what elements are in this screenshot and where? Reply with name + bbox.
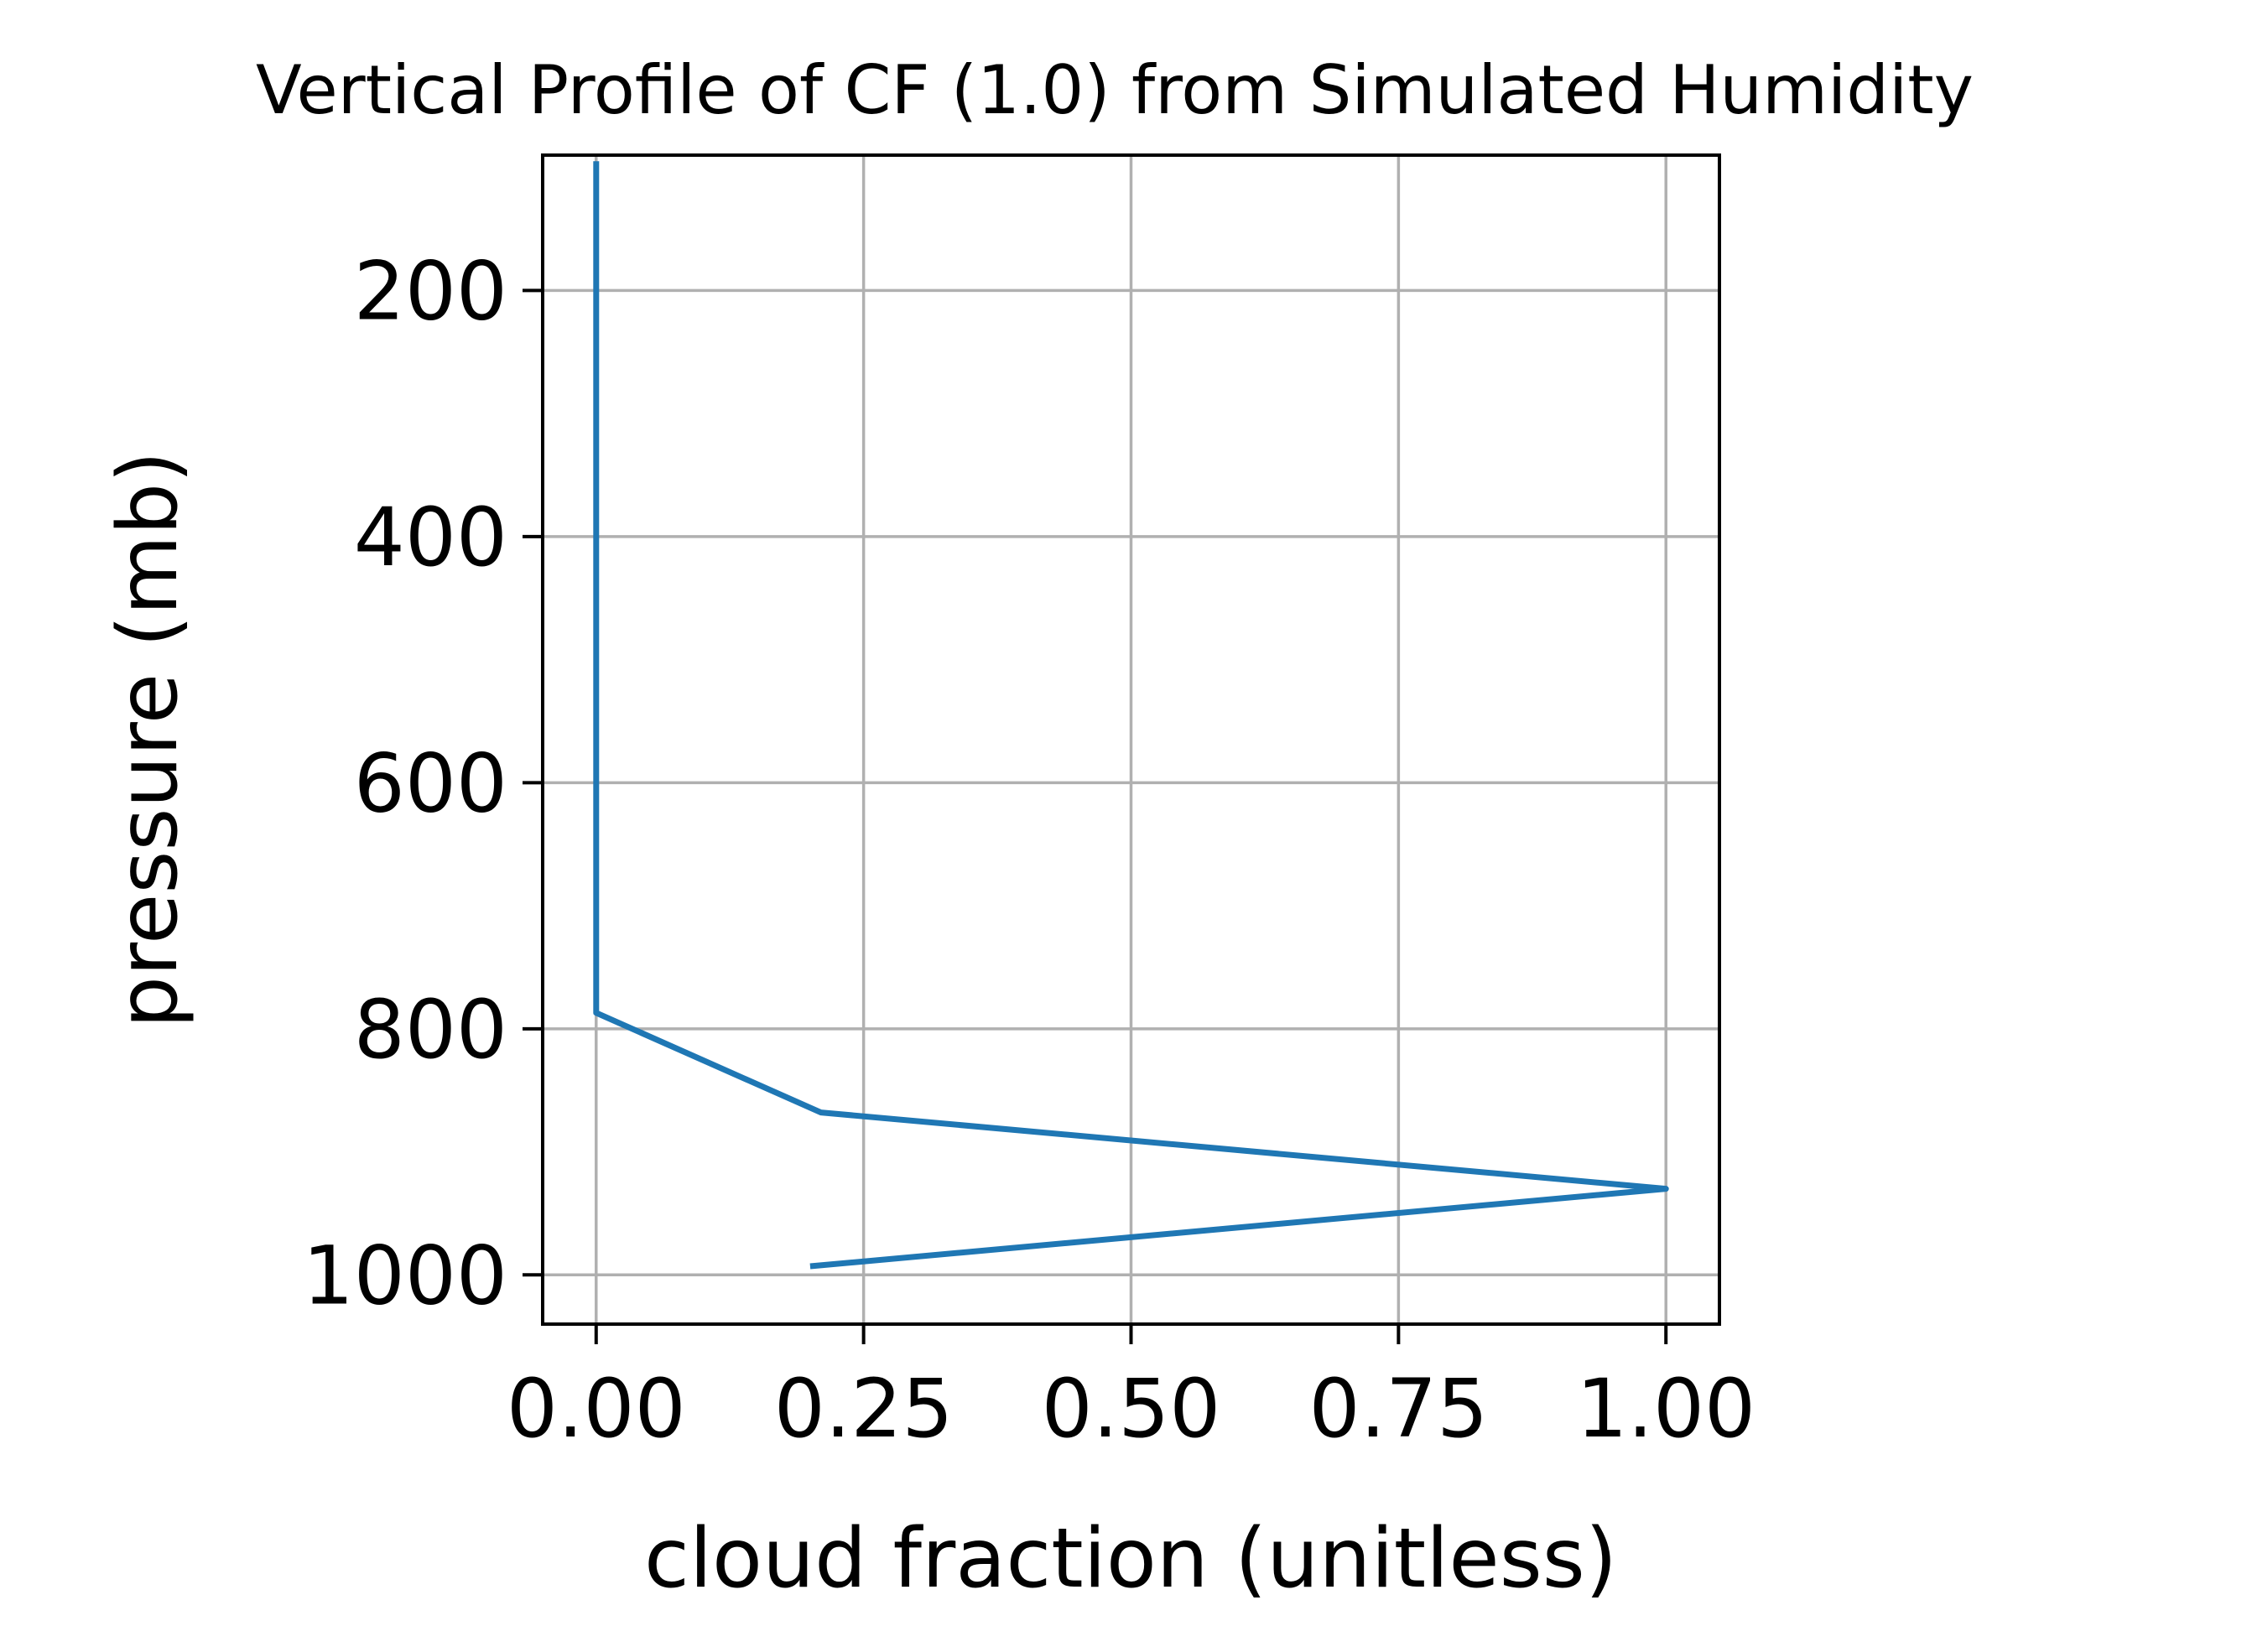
x-tick-label: 0.25 bbox=[774, 1362, 954, 1456]
y-tick-label: 800 bbox=[354, 983, 507, 1077]
y-tick-label: 200 bbox=[354, 244, 507, 338]
x-tick-label: 0.50 bbox=[1042, 1362, 1221, 1456]
y-tick-label: 600 bbox=[354, 736, 507, 830]
chart-title: Vertical Profile of CF (1.0) from Simula… bbox=[256, 51, 1974, 129]
y-tick-label: 400 bbox=[354, 491, 507, 584]
x-tick-label: 0.75 bbox=[1308, 1362, 1488, 1456]
x-axis-label: cloud fraction (unitless) bbox=[644, 1511, 1617, 1607]
x-axis-ticks: 0.00 0.25 0.50 0.75 1.00 bbox=[507, 1324, 1755, 1456]
y-axis-ticks: 200 400 600 800 1000 bbox=[303, 244, 543, 1322]
x-tick-label: 0.00 bbox=[507, 1362, 686, 1456]
grid bbox=[543, 155, 1719, 1324]
series-line bbox=[593, 161, 1669, 1270]
x-tick-label: 1.00 bbox=[1576, 1362, 1755, 1456]
series-layer bbox=[593, 161, 1669, 1270]
y-tick-label: 1000 bbox=[303, 1229, 507, 1322]
y-axis-label: pressure (mb) bbox=[101, 451, 196, 1029]
